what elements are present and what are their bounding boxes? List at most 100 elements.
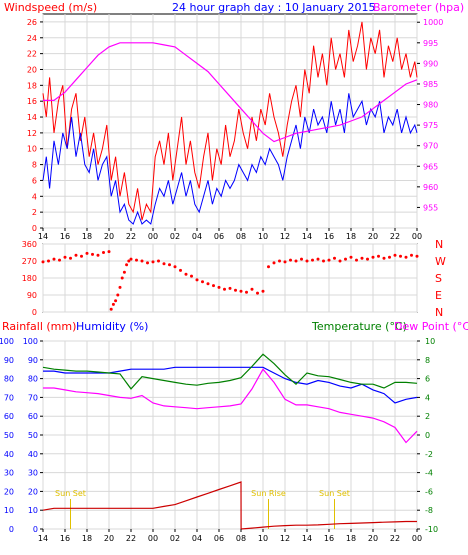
y-tick-label-humidity: 20 [28, 487, 38, 496]
direction-point [116, 293, 120, 297]
x-tick-label: 14 [302, 534, 312, 543]
x-tick-label: 00 [412, 232, 422, 241]
y-tick-label-left: 2 [32, 208, 37, 217]
y-tick-label-left: 20 [27, 65, 37, 74]
y-tick-label-right: 8 [425, 356, 430, 365]
direction-point [382, 256, 386, 260]
series-line-gust [42, 21, 418, 221]
direction-point [184, 272, 188, 276]
y-tick-label-rain: 0 [9, 525, 14, 534]
y-tick-label-rain: 90 [4, 356, 14, 365]
sun-annotation: Sun Set [319, 489, 350, 498]
sun-annotation: Sun Set [55, 489, 86, 498]
y-tick-label-right: 995 [423, 39, 438, 48]
y-tick-label-left: 90 [27, 291, 37, 300]
direction-point [410, 253, 413, 257]
direction-point [140, 259, 144, 263]
y-tick-label-right: 970 [423, 142, 438, 151]
x-tick-label: 00 [412, 534, 422, 543]
y-tick-label-right: 10 [425, 337, 435, 346]
direction-point [157, 259, 160, 263]
direction-point [162, 262, 166, 266]
compass-label: N [435, 306, 443, 319]
chart-title: 24 hour graph day : 10 January 2015 [172, 1, 376, 14]
x-tick-label: 18 [82, 232, 92, 241]
x-tick-label: 04 [192, 534, 202, 543]
direction-point [393, 253, 397, 257]
direction-point [96, 253, 100, 257]
x-tick-label: 20 [104, 232, 114, 241]
y-tick-label-rain: 20 [4, 487, 14, 496]
x-tick-label: 18 [82, 534, 92, 543]
direction-point [349, 255, 353, 259]
direction-point [217, 285, 221, 289]
x-tick-label: 12 [280, 534, 290, 543]
y-tick-label-right: -4 [425, 469, 433, 478]
direction-point [355, 258, 358, 262]
y-tick-label-humidity: 0 [33, 525, 38, 534]
direction-point [327, 258, 331, 262]
x-tick-label: 16 [324, 534, 334, 543]
temperature-axis-title: Temperature (°C) [311, 320, 407, 333]
direction-point [206, 282, 210, 286]
barometer-axis-title: Barometer (hpa) [373, 1, 464, 14]
y-tick-label-left: 4 [32, 192, 37, 201]
direction-point [272, 261, 276, 265]
x-tick-label: 08 [236, 534, 246, 543]
direction-point [404, 255, 408, 259]
direction-point [173, 265, 177, 269]
y-tick-label-left: 22 [27, 50, 37, 59]
direction-point [114, 299, 118, 303]
direction-point [366, 257, 369, 261]
direction-point [316, 257, 320, 261]
direction-point [305, 259, 309, 263]
y-tick-label-left: 0 [32, 224, 37, 233]
x-tick-label: 20 [104, 534, 114, 543]
direction-point [239, 289, 243, 293]
direction-point [127, 259, 131, 263]
x-tick-label: 16 [324, 232, 334, 241]
x-tick-label: 02 [170, 534, 180, 543]
direction-point [371, 255, 375, 259]
y-tick-label-right: 0 [425, 431, 430, 440]
y-tick-label-humidity: 50 [28, 431, 38, 440]
x-tick-label: 14 [302, 232, 312, 241]
y-tick-label-left: 10 [27, 145, 37, 154]
direction-point [322, 259, 325, 263]
direction-point [146, 261, 149, 265]
direction-point [74, 253, 78, 257]
y-tick-label-rain: 60 [4, 412, 14, 421]
x-tick-label: 06 [214, 534, 224, 543]
series-line-temperature [42, 353, 418, 390]
y-tick-label-right: 980 [423, 101, 438, 110]
direction-point [129, 257, 133, 261]
direction-point [278, 259, 281, 263]
x-tick-label: 16 [60, 534, 70, 543]
humidity-axis-title: Humidity (%) [76, 320, 148, 333]
y-tick-label-right: 990 [423, 59, 438, 68]
y-tick-label-right: 955 [423, 203, 438, 212]
y-tick-label-humidity: 60 [28, 412, 38, 421]
direction-point [283, 260, 287, 264]
direction-point [41, 260, 45, 264]
y-tick-label-right: 6 [425, 375, 430, 384]
direction-point [151, 260, 155, 264]
x-tick-label: 22 [126, 534, 136, 543]
x-tick-label: 14 [38, 534, 48, 543]
y-tick-label-humidity: 30 [28, 469, 38, 478]
y-tick-label-humidity: 80 [28, 375, 38, 384]
direction-point [256, 291, 259, 295]
direction-point [261, 289, 265, 293]
direction-point [102, 251, 105, 254]
y-tick-label-right: -10 [425, 525, 438, 534]
sun-annotation: Sun Rise [251, 489, 286, 498]
series-line-barometer [43, 42, 418, 143]
direction-point [118, 285, 122, 289]
x-tick-label: 20 [368, 232, 378, 241]
compass-label: E [435, 289, 442, 302]
direction-point [212, 284, 215, 288]
direction-point [344, 257, 347, 261]
y-tick-label-rain: 100 [0, 337, 14, 346]
y-tick-label-left: 0 [32, 308, 37, 317]
